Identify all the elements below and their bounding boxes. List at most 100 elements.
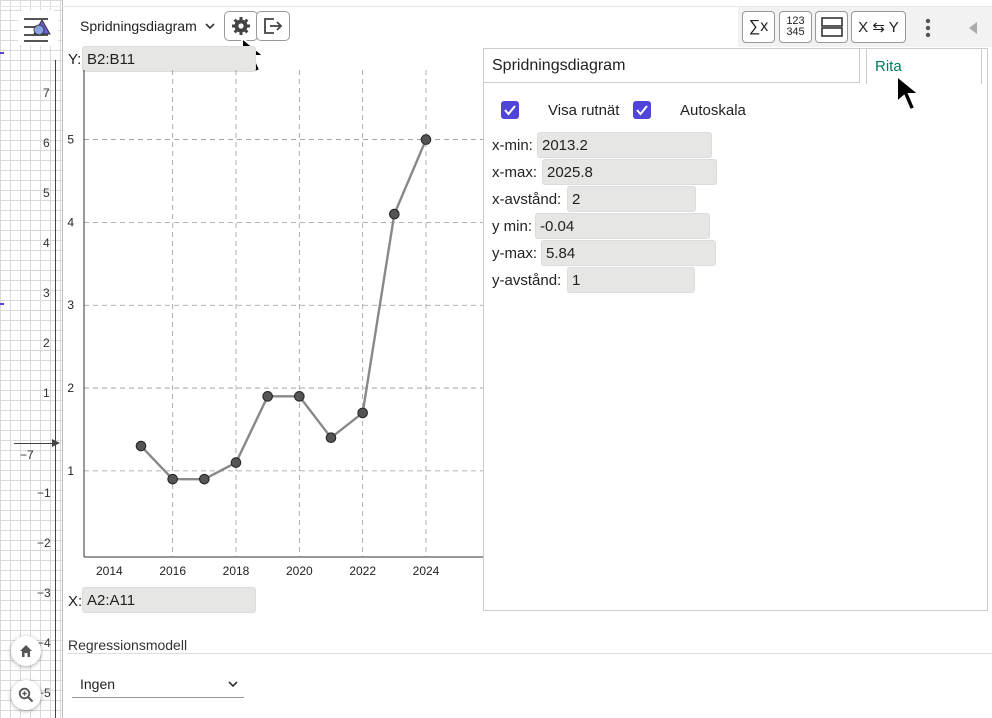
data-point: [357, 407, 368, 419]
sum-button[interactable]: ∑x: [742, 11, 775, 43]
regression-select[interactable]: Ingen: [72, 670, 244, 698]
strip-tick-label: 2: [43, 336, 50, 350]
show-grid-checkbox[interactable]: [501, 101, 519, 119]
algebra-menu-icon: [24, 18, 51, 42]
x-tick-label: 2014: [96, 564, 123, 578]
x-tick-label: 2016: [159, 564, 186, 578]
home-button[interactable]: [11, 636, 41, 666]
zoom-in-button[interactable]: [11, 680, 41, 710]
strip-tick-label: 4: [43, 236, 50, 250]
y-min-label: y min:: [492, 218, 533, 235]
swap-xy-label: X ⇆ Y: [858, 19, 899, 36]
gear-icon: [232, 17, 250, 35]
layout-button[interactable]: [815, 11, 848, 43]
strip-tick-label: −2: [37, 536, 51, 550]
y-source-label: Y:: [68, 51, 82, 68]
export-button[interactable]: [256, 11, 290, 41]
panel-title-tab[interactable]: Spridningsdiagram: [484, 49, 860, 83]
data-point: [325, 432, 337, 444]
x-tick-label: 2024: [413, 564, 440, 578]
sum-icon: ∑x: [748, 18, 769, 35]
y-tick-label: 4: [67, 215, 74, 229]
mouse-cursor-icon: [896, 73, 922, 112]
x-source-label: X:: [68, 593, 83, 610]
strip-tick-label: −1: [37, 486, 51, 500]
y-tick-label: 3: [67, 298, 74, 312]
strip-tick-label: 5: [43, 186, 50, 200]
chart-tick-labels: 2014 2016 2018 2020 2022 2024 1 2 3 4 5: [67, 133, 439, 578]
export-icon: [264, 18, 283, 34]
chevron-down-icon: [205, 23, 215, 30]
autoscale-label: Autoskala: [680, 102, 746, 119]
blue-marker: [0, 52, 4, 54]
series-line: [140, 139, 428, 481]
data-point: [230, 457, 242, 468]
top-border: [0, 6, 992, 7]
strip-divider: [62, 0, 68, 718]
strip-x-axis: [14, 443, 56, 444]
x-min-input[interactable]: 2013.2: [537, 132, 712, 158]
data-point: [135, 440, 147, 452]
y-tick-label: 1: [67, 464, 74, 478]
graphics-view-strip[interactable]: [0, 0, 62, 718]
strip-tick-label: 3: [43, 286, 50, 300]
data-point: [420, 134, 432, 145]
x-step-input[interactable]: 2: [567, 186, 696, 212]
strip-tick-label: 7: [43, 86, 50, 100]
chart-grid: [84, 70, 483, 557]
y-step-input[interactable]: 1: [567, 267, 695, 293]
statistics-button[interactable]: 123 345: [779, 11, 812, 43]
data-point: [294, 391, 305, 402]
collapse-button[interactable]: [966, 20, 980, 41]
strip-tick-label: −7: [20, 448, 34, 462]
y-max-input[interactable]: 5.84: [541, 240, 716, 266]
regression-label: Regressionsmodell: [68, 637, 188, 653]
blue-marker: [0, 303, 4, 305]
x-step-label: x-avstånd:: [492, 191, 562, 208]
data-point: [389, 208, 400, 220]
x-tick-label: 2022: [349, 564, 376, 578]
chart-type-select[interactable]: Spridningsdiagram: [72, 12, 232, 40]
data-points: [135, 134, 432, 485]
home-icon: [20, 645, 32, 657]
x-max-input[interactable]: 2025.8: [542, 159, 717, 185]
more-options-button[interactable]: [918, 15, 938, 41]
split-layout-icon: [820, 17, 843, 37]
checkmark-icon: [504, 105, 516, 116]
y-source-input[interactable]: B2:B11: [82, 46, 256, 72]
x-max-label: x-max:: [492, 164, 537, 181]
data-point: [167, 473, 178, 485]
regression-value: Ingen: [80, 675, 116, 692]
x-tick-label: 2020: [286, 564, 313, 578]
regression-divider: [67, 653, 992, 654]
strip-tick-label: 1: [43, 386, 50, 400]
data-point: [199, 473, 210, 485]
y-step-label: y-avstånd:: [492, 272, 562, 289]
tab-rita[interactable]: Rita: [866, 49, 982, 84]
show-grid-label: Visa rutnät: [548, 102, 620, 119]
statistics-icon: 123 345: [786, 15, 805, 38]
x-tick-label: 2018: [223, 564, 250, 578]
triangle-left-icon: [969, 22, 977, 34]
chart-type-value: Spridningsdiagram: [80, 18, 197, 34]
x-source-input[interactable]: A2:A11: [82, 587, 256, 613]
strip-tick-label: 6: [43, 136, 50, 150]
autoscale-checkbox[interactable]: [633, 101, 651, 119]
y-min-input[interactable]: -0.04: [535, 213, 710, 239]
swap-xy-button[interactable]: X ⇆ Y: [851, 11, 906, 43]
menu-button[interactable]: [18, 10, 58, 46]
y-tick-label: 5: [67, 133, 74, 147]
strip-edge: [62, 0, 63, 718]
kebab-menu-icon: [925, 18, 931, 38]
data-point: [262, 391, 273, 402]
x-min-label: x-min:: [492, 137, 533, 154]
chevron-down-icon: [228, 680, 238, 687]
scatter-plot[interactable]: 2014 2016 2018 2020 2022 2024 1 2 3 4 5: [60, 70, 490, 585]
zoom-in-icon: [18, 687, 34, 703]
y-max-label: y-max:: [492, 245, 537, 262]
y-tick-label: 2: [67, 381, 74, 395]
strip-y-axis: [55, 60, 56, 718]
strip-tick-label: −3: [37, 586, 51, 600]
axis-arrow-icon: [52, 439, 60, 447]
checkmark-icon: [636, 105, 648, 116]
